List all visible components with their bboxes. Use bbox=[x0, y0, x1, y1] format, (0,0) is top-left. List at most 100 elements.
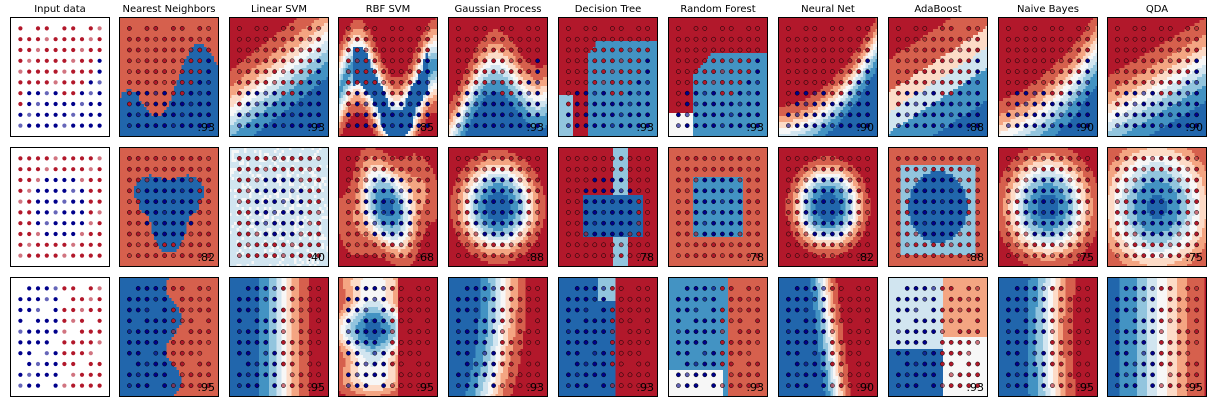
surface-cell bbox=[279, 77, 282, 81]
surface-cell bbox=[119, 38, 122, 42]
surface-cell bbox=[326, 47, 329, 51]
surface-cell bbox=[338, 128, 341, 132]
surface-cell bbox=[211, 77, 215, 81]
surface-cell bbox=[119, 20, 122, 24]
surface-cell bbox=[141, 26, 145, 30]
surface-cell bbox=[206, 131, 210, 135]
surface-cell bbox=[269, 131, 272, 135]
surface-cell bbox=[201, 38, 205, 42]
surface-cell bbox=[360, 26, 364, 30]
surface-cell bbox=[413, 86, 416, 90]
surface-cell bbox=[358, 17, 361, 21]
surface-cell bbox=[423, 50, 426, 54]
surface-cell bbox=[121, 26, 125, 30]
surface-cell bbox=[251, 89, 255, 93]
data-point-class1 bbox=[263, 112, 269, 118]
surface-cell bbox=[398, 122, 401, 126]
surface-cell bbox=[231, 89, 235, 93]
surface-cell bbox=[264, 131, 267, 135]
surface-cell bbox=[350, 62, 354, 66]
surface-cell bbox=[254, 29, 257, 33]
surface-cell bbox=[206, 83, 210, 87]
surface-cell bbox=[321, 131, 325, 135]
surface-cell bbox=[319, 50, 322, 54]
surface-cell bbox=[154, 131, 157, 135]
surface-cell bbox=[119, 89, 122, 93]
surface-cell bbox=[324, 20, 327, 24]
surface-cell bbox=[269, 62, 272, 66]
surface-cell bbox=[259, 53, 262, 57]
surface-cell bbox=[400, 17, 404, 21]
surface-cell bbox=[311, 107, 315, 111]
surface-cell bbox=[271, 128, 275, 132]
surface-cell bbox=[194, 44, 197, 48]
surface-cell bbox=[425, 131, 429, 135]
surface-cell bbox=[126, 77, 130, 81]
surface-cell bbox=[119, 35, 122, 39]
surface-cell bbox=[181, 44, 185, 48]
surface-cell bbox=[393, 17, 396, 21]
data-point-class0 bbox=[206, 26, 211, 31]
surface-cell bbox=[206, 110, 210, 114]
surface-cell bbox=[340, 65, 344, 69]
surface-cell bbox=[400, 89, 404, 93]
data-point-class1 bbox=[162, 112, 167, 118]
surface-cell bbox=[319, 119, 322, 123]
data-point-class0 bbox=[35, 26, 41, 31]
surface-cell bbox=[420, 38, 424, 42]
surface-cell bbox=[259, 128, 262, 132]
surface-cell bbox=[296, 65, 300, 69]
surface-cell bbox=[279, 29, 282, 33]
surface-cell bbox=[266, 29, 270, 33]
surface-cell bbox=[350, 101, 354, 105]
surface-cell bbox=[161, 83, 165, 87]
surface-cell bbox=[149, 116, 152, 120]
surface-cell bbox=[321, 116, 325, 120]
surface-cell bbox=[400, 65, 404, 69]
surface-cell bbox=[234, 41, 237, 45]
surface-cell bbox=[249, 23, 252, 27]
surface-cell bbox=[400, 128, 404, 132]
surface-cell bbox=[216, 110, 219, 114]
surface-cell bbox=[229, 74, 232, 78]
surface-cell bbox=[149, 44, 152, 48]
surface-cell bbox=[281, 56, 285, 60]
surface-cell bbox=[206, 53, 210, 57]
surface-cell bbox=[353, 110, 356, 114]
surface-cell bbox=[251, 101, 255, 105]
surface-cell bbox=[338, 62, 341, 66]
surface-cell bbox=[304, 53, 307, 57]
surface-cell bbox=[304, 107, 307, 111]
data-point-class0 bbox=[237, 101, 242, 107]
surface-cell bbox=[380, 53, 384, 57]
surface-cell bbox=[194, 119, 197, 123]
surface-cell bbox=[405, 122, 409, 126]
surface-cell bbox=[209, 128, 212, 132]
surface-cell bbox=[229, 104, 232, 108]
surface-cell bbox=[166, 44, 170, 48]
surface-cell bbox=[365, 134, 369, 137]
surface-cell bbox=[355, 131, 359, 135]
surface-cell bbox=[274, 65, 277, 69]
data-point-class0 bbox=[144, 69, 150, 74]
surface-cell bbox=[171, 119, 175, 123]
surface-cell bbox=[124, 104, 127, 108]
surface-cell bbox=[368, 110, 371, 114]
data-point-class1 bbox=[272, 123, 277, 128]
surface-cell bbox=[179, 134, 182, 137]
column-title: Neural Net bbox=[778, 4, 878, 15]
surface-cell bbox=[159, 119, 162, 123]
surface-cell bbox=[388, 74, 391, 78]
surface-cell bbox=[358, 23, 361, 27]
surface-cell bbox=[269, 17, 272, 21]
surface-cell bbox=[186, 134, 190, 137]
surface-cell bbox=[164, 20, 167, 24]
surface-cell bbox=[311, 128, 315, 132]
surface-cell bbox=[251, 77, 255, 81]
surface-cell bbox=[136, 26, 140, 30]
surface-cell bbox=[211, 110, 215, 114]
surface-cell bbox=[321, 65, 325, 69]
surface-cell bbox=[204, 116, 207, 120]
surface-cell bbox=[151, 59, 155, 63]
data-point-class1 bbox=[97, 112, 102, 117]
